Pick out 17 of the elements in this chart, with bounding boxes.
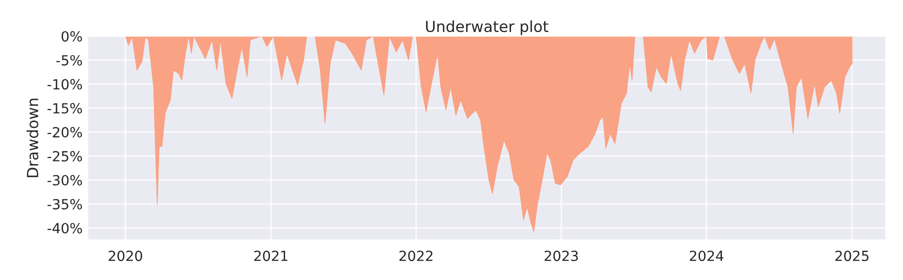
x-tick-label: 2021: [254, 250, 288, 262]
y-tick-label: 0%: [62, 31, 82, 42]
y-tick-label: -25%: [48, 150, 82, 162]
y-tick-label: -15%: [48, 103, 82, 114]
x-tick-label: 2024: [690, 250, 724, 262]
x-tick-label: 2022: [399, 250, 432, 262]
y-tick-label: -30%: [48, 174, 82, 186]
y-tick-label: -10%: [48, 79, 82, 90]
y-tick-label: -20%: [48, 127, 82, 138]
y-tick-label: -35%: [48, 198, 82, 210]
y-tick-label: -5%: [56, 55, 82, 66]
y-axis-title: Drawdown: [26, 98, 38, 178]
y-tick-label: -40%: [48, 222, 82, 234]
chart-title: Underwater plot: [426, 20, 548, 36]
x-tick-label: 2023: [544, 250, 578, 262]
x-tick-label: 2020: [108, 250, 142, 262]
x-tick-label: 2025: [835, 250, 868, 262]
